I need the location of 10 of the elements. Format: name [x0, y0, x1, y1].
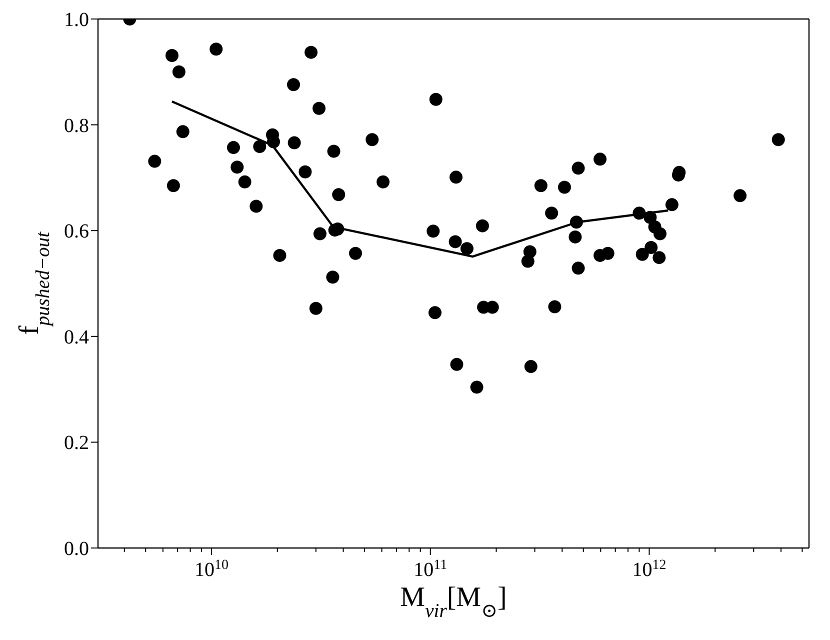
- x-tick-label: 10$^{12}$: [632, 558, 666, 581]
- y-tick-label: 0.0: [64, 538, 89, 560]
- y-tick-label: 0.2: [64, 432, 89, 454]
- x-axis-title: M$_{vir}$[M$_{⊙}$]: [400, 582, 507, 622]
- y-tick-label: 0.4: [64, 326, 89, 348]
- y-tick-label: 0.8: [64, 114, 89, 137]
- y-tick-label: 1.0: [64, 9, 89, 31]
- x-tick-label: 10$^{10}$: [194, 558, 228, 581]
- x-tick-label: 10$^{11}$: [414, 558, 448, 581]
- y-tick-label: 0.6: [64, 220, 89, 243]
